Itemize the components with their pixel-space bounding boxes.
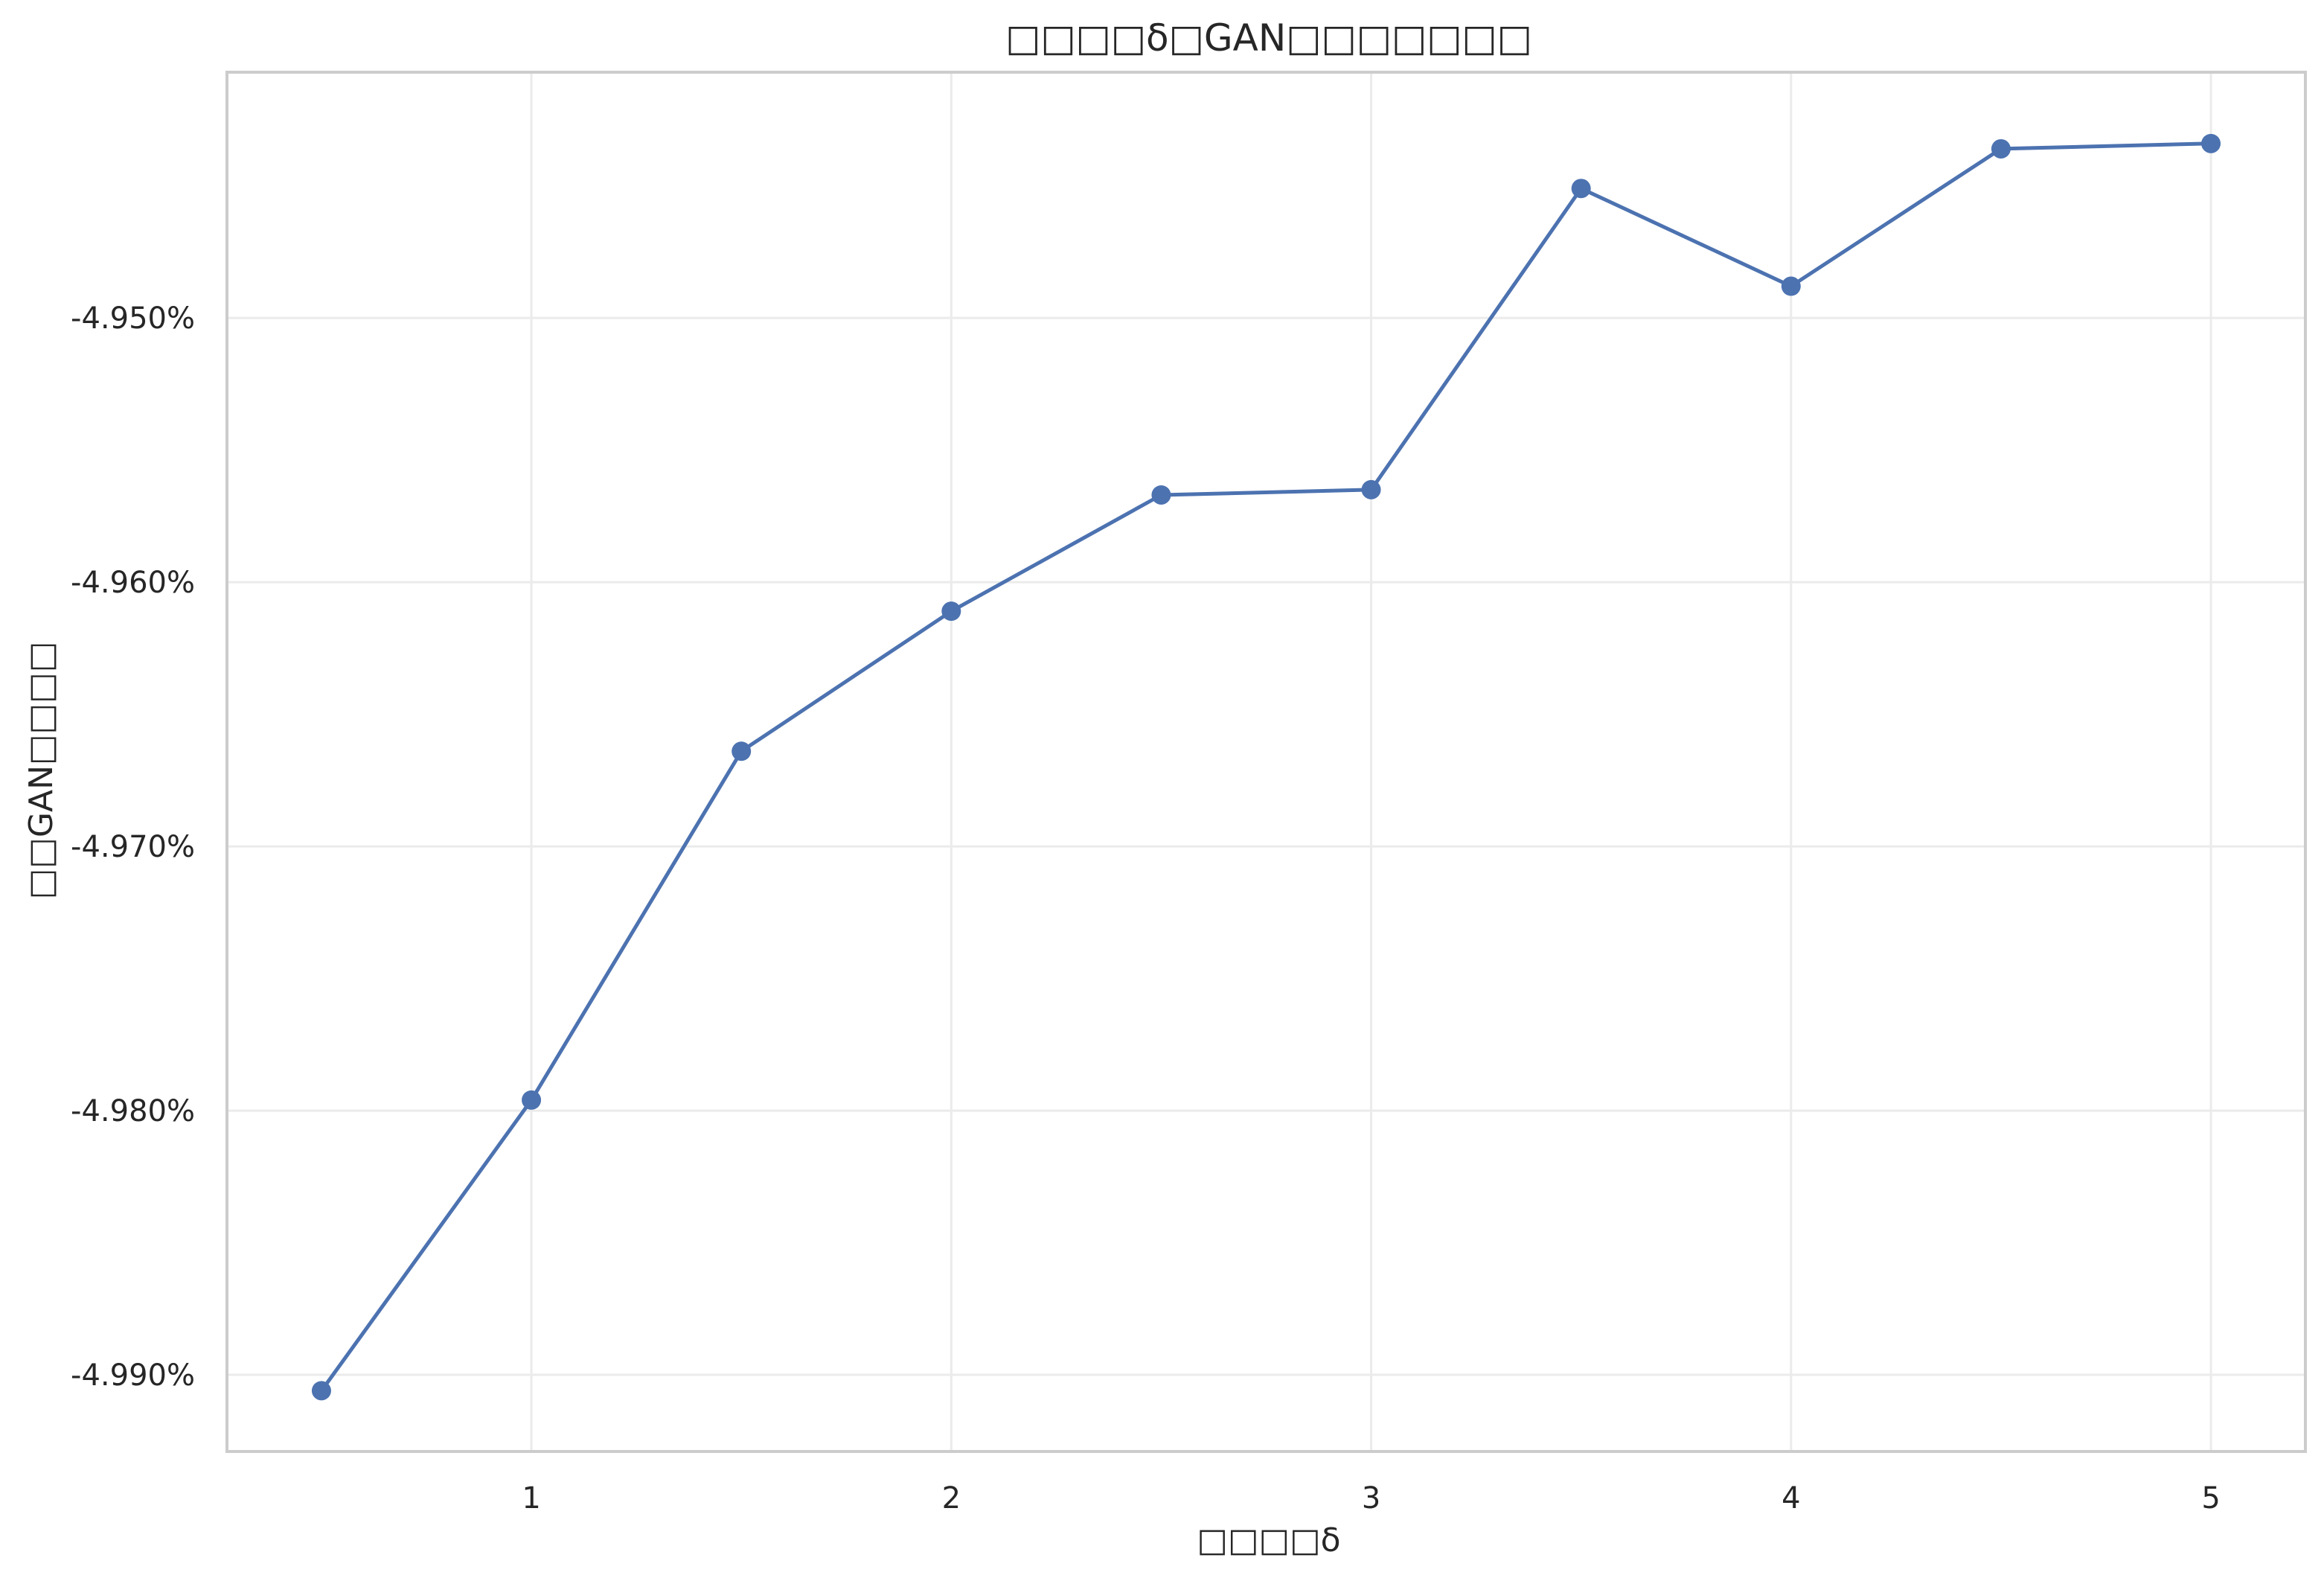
y-tick-label: -4.950% (71, 301, 195, 336)
chart-title: □□□□δ□GAN□□□□□□□ (1005, 16, 1532, 60)
plot-area (227, 72, 2305, 1451)
x-tick-label: 3 (1362, 1481, 1380, 1515)
series-line-layer (319, 141, 2213, 1393)
plot-frame (225, 71, 2307, 1453)
data-point (2201, 133, 2221, 153)
plot-border (225, 71, 2307, 1453)
data-point (1361, 479, 1381, 499)
grid (227, 72, 2305, 1451)
x-tick-label: 2 (942, 1481, 961, 1515)
data-points (311, 133, 2221, 1401)
data-point (1571, 179, 1591, 199)
data-point (1991, 138, 2011, 159)
y-tick-label: -4.970% (71, 830, 195, 864)
y-tick-label: -4.960% (71, 566, 195, 600)
data-point (941, 601, 961, 622)
data-point (1781, 276, 1801, 296)
y-axis-ticks: -4.990% -4.980% -4.970% -4.960% -4.950% (71, 301, 195, 1393)
data-point (732, 741, 752, 761)
y-axis-title: □□GAN□□□□ (22, 642, 60, 900)
data-point (1151, 485, 1171, 505)
x-tick-label: 4 (1782, 1481, 1800, 1515)
y-tick-label: -4.990% (71, 1358, 195, 1393)
x-axis-ticks: 1 2 3 4 5 (522, 1481, 2220, 1515)
y-tick-label: -4.980% (71, 1094, 195, 1128)
x-tick-label: 5 (2201, 1481, 2220, 1515)
x-tick-label: 1 (522, 1481, 540, 1515)
x-axis-title: □□□□δ (1197, 1521, 1340, 1559)
series-line (319, 141, 2213, 1393)
data-point (522, 1090, 542, 1110)
data-point (311, 1381, 331, 1401)
